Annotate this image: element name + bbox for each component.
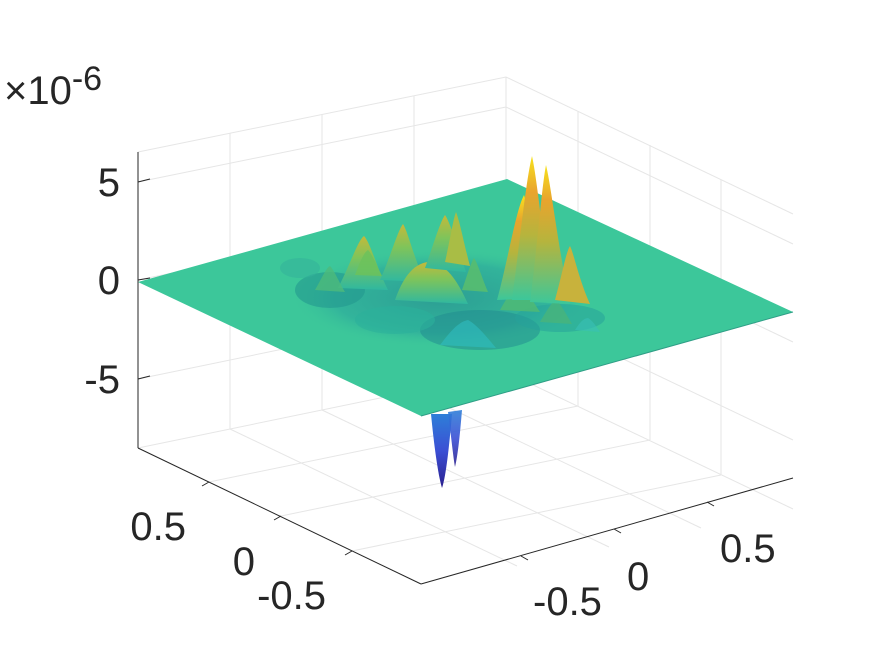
- z-exponent-label: ×10-6: [4, 60, 102, 113]
- z-tick-label-minus5: -5: [84, 358, 120, 402]
- axes-lines: [137, 152, 794, 585]
- y-tick-label-0.5: 0.5: [130, 505, 186, 549]
- y-tick-label-minus0.5: -0.5: [257, 574, 326, 618]
- y-tick-label-0: 0: [233, 540, 255, 584]
- surface-peaks: [315, 156, 600, 348]
- x-tick-label-minus0.5: -0.5: [533, 580, 602, 624]
- z-tick-label-0: 0: [98, 259, 120, 303]
- tick-marks: [137, 178, 715, 561]
- surface-dip: [431, 410, 462, 488]
- x-tick-label-0.5: 0.5: [720, 527, 776, 571]
- z-tick-label-5: 5: [98, 161, 120, 205]
- x-tick-label-0: 0: [627, 555, 649, 599]
